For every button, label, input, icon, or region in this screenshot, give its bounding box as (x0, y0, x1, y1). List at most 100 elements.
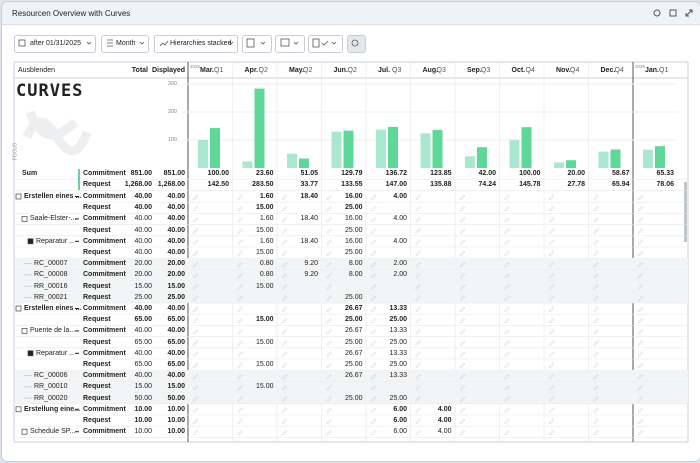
cell-value: 26.67 (322, 303, 363, 314)
edit-icon (460, 408, 465, 413)
row-label[interactable]: RR_00010 (34, 381, 67, 392)
edit-icon (416, 352, 421, 357)
bar (287, 154, 297, 168)
edit-icon (238, 307, 243, 312)
cell-value: 4.00 (411, 415, 452, 426)
month-name: Oct. (512, 65, 526, 76)
cell-value: 16.00 (322, 236, 363, 247)
y-tick-label: 200 (162, 107, 177, 118)
edit-icon (505, 195, 510, 200)
edit-icon (193, 307, 198, 312)
row-label[interactable]: Schedule SP... (30, 426, 75, 437)
edit-icon (594, 206, 599, 211)
cell-value: 25.00 (322, 225, 363, 236)
edit-icon (193, 195, 198, 200)
row-label[interactable]: Erstellen eines ... (24, 191, 81, 202)
row-total: 10.00 (122, 415, 152, 426)
row-label[interactable]: RR_00021 (34, 292, 67, 303)
row-type: Commitment (83, 236, 126, 247)
edit-icon (282, 363, 287, 368)
cell-value: 25.00 (322, 314, 363, 325)
edit-icon (638, 329, 643, 334)
row-type: Request (83, 247, 111, 258)
row-label[interactable]: Puente de la... (30, 325, 75, 336)
sum-value: 142.50 (188, 179, 229, 190)
row-label[interactable]: RC_00008 (34, 269, 67, 280)
month-name: Apr. (245, 65, 259, 76)
cell-value: 15.00 (233, 247, 274, 258)
bar (210, 128, 220, 168)
row-label[interactable]: Saale-Elster-... (30, 213, 76, 224)
edit-icon (549, 195, 554, 200)
cell-value: 25.00 (322, 202, 363, 213)
edit-icon (549, 307, 554, 312)
edit-icon (460, 329, 465, 334)
cell-value: 16.00 (322, 213, 363, 224)
cell-value: 13.33 (366, 325, 407, 336)
row-total: 10.00 (122, 426, 152, 437)
row-total: 65.00 (122, 314, 152, 325)
row-icon (28, 351, 33, 356)
edit-icon (594, 408, 599, 413)
row-total: 25.00 (122, 292, 152, 303)
edit-icon (505, 329, 510, 334)
row-total: 40.00 (122, 225, 152, 236)
edit-icon (416, 195, 421, 200)
edit-icon (193, 240, 198, 245)
month-name: Dec. (601, 65, 616, 76)
sum-value: 145.78 (500, 179, 541, 190)
cell-value: 15.00 (233, 225, 274, 236)
cell-value: 18.40 (277, 191, 318, 202)
edit-icon (638, 217, 643, 222)
row-label[interactable]: RR_00020 (34, 393, 67, 404)
hide-toggle[interactable]: Ausblenden (18, 65, 55, 76)
edit-icon (638, 229, 643, 234)
sum-value: 51.05 (277, 168, 318, 179)
edit-icon (638, 240, 643, 245)
edit-icon (193, 419, 198, 424)
sum-value: 33.77 (277, 179, 318, 190)
cell-value: 15.00 (233, 381, 274, 392)
edit-icon (549, 206, 554, 211)
edit-icon (416, 307, 421, 312)
edit-icon (460, 195, 465, 200)
row-label[interactable]: Erstellen eines ... (24, 303, 81, 314)
row-type: Commitment (83, 303, 126, 314)
row-total: 15.00 (122, 381, 152, 392)
edit-icon (460, 352, 465, 357)
month-quarter: Q2 (348, 65, 357, 76)
bar (332, 132, 342, 168)
row-label[interactable]: Reparatur ... (36, 348, 75, 359)
row-label[interactable]: RC_00007 (34, 258, 67, 269)
row-label[interactable]: Erstellung eine... (24, 404, 80, 415)
edit-icon (638, 430, 643, 435)
cell-value: 6.00 (366, 426, 407, 437)
edit-icon (594, 251, 599, 256)
edit-icon (638, 206, 643, 211)
edit-icon (549, 419, 554, 424)
row-displayed: 20.00 (152, 269, 185, 280)
cell-value: 15.00 (233, 281, 274, 292)
row-label[interactable]: Reparatur ... (36, 236, 75, 247)
edit-icon (193, 251, 198, 256)
row-label[interactable]: RR_00016 (34, 281, 67, 292)
row-type: Commitment (83, 404, 126, 415)
cell-value: 13.33 (366, 303, 407, 314)
row-icon (22, 429, 27, 434)
edit-icon (638, 318, 643, 323)
edit-icon (193, 352, 198, 357)
edit-icon (460, 341, 465, 346)
bar (643, 150, 653, 168)
row-label[interactable]: RC_00006 (34, 370, 67, 381)
month-quarter: Q3 (481, 65, 490, 76)
edit-icon (505, 318, 510, 323)
row-type: Commitment (83, 258, 126, 269)
edit-icon (638, 307, 643, 312)
row-displayed: 40.00 (152, 213, 185, 224)
edit-icon (193, 318, 198, 323)
edit-icon (282, 352, 287, 357)
row-displayed: 851.00 (152, 168, 185, 179)
bar (376, 130, 386, 168)
bar (255, 89, 265, 168)
